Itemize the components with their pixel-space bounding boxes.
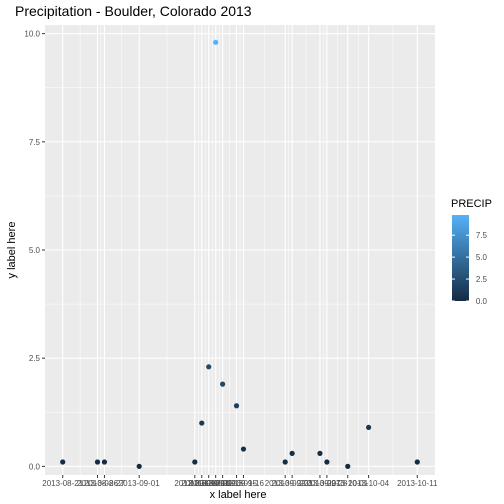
- data-point: [282, 459, 288, 465]
- data-point: [324, 459, 330, 465]
- chart-title: Precipitation - Boulder, Colorado 2013: [15, 3, 252, 19]
- data-point: [60, 459, 66, 465]
- x-tick-label: 2013-09-16: [223, 479, 264, 488]
- y-tick-label: 10.0: [24, 30, 40, 39]
- data-point: [345, 463, 351, 469]
- legend-title: PRECIP: [451, 198, 492, 210]
- x-tick-label: 2013-08-21: [42, 479, 83, 488]
- x-tick-label: 2013-09-11: [189, 479, 230, 488]
- y-axis-title: y label here: [6, 222, 18, 279]
- legend-ticks: 0.0 2.5 5.0 7.5: [452, 231, 488, 306]
- x-tick-label: 2013-10-11: [397, 479, 438, 488]
- data-point: [220, 381, 226, 387]
- color-legend: PRECIP 0.0 2.5 5.0 7.5: [451, 198, 492, 306]
- x-tick-label: 2013-09-28: [306, 479, 347, 488]
- data-point: [289, 450, 295, 456]
- legend-tick-label: 5.0: [476, 253, 488, 262]
- x-axis-ticks: 2013-08-212013-08-262013-08-272013-09-01…: [42, 475, 438, 488]
- data-point: [94, 459, 101, 465]
- x-tick-label: 2013-09-12: [195, 479, 236, 488]
- data-point: [240, 446, 247, 452]
- data-point: [213, 39, 219, 45]
- x-tick-label: 2013-09-23: [272, 479, 313, 488]
- data-point: [233, 403, 240, 409]
- y-tick-label: 2.5: [29, 354, 41, 363]
- data-point: [199, 420, 205, 426]
- y-tick-label: 0.0: [29, 462, 41, 471]
- legend-colorbar: [452, 215, 469, 301]
- x-tick-label: 2013-10-01: [327, 479, 368, 488]
- x-tick-label: 2013-08-26: [77, 479, 118, 488]
- x-tick-label: 2013-10-04: [348, 479, 389, 488]
- legend-tick-label: 0.0: [476, 297, 488, 306]
- x-tick-label: 2013-09-13: [202, 479, 243, 488]
- x-tick-label: 2013-09-10: [181, 479, 222, 488]
- x-tick-label: 2013-09-01: [119, 479, 160, 488]
- data-point: [206, 364, 212, 370]
- data-point: [192, 459, 198, 465]
- x-axis-title: x label here: [210, 489, 267, 501]
- x-tick-label: 2013-08-27: [84, 479, 125, 488]
- major-gridlines: [45, 25, 435, 475]
- data-points: [60, 39, 420, 469]
- data-point: [414, 459, 420, 465]
- x-tick-label: 2013-09-27: [299, 479, 340, 488]
- data-point: [101, 459, 108, 465]
- x-tick-label: 2013-09-22: [265, 479, 306, 488]
- y-tick-label: 7.5: [29, 138, 41, 147]
- y-tick-label: 5.0: [29, 246, 41, 255]
- y-axis-ticks: 0.0 2.5 5.0 7.5 10.0: [24, 30, 45, 471]
- data-point: [136, 463, 142, 469]
- x-tick-label: 2013-09-09: [174, 479, 215, 488]
- legend-tick-label: 2.5: [476, 275, 488, 284]
- x-tick-label: 2013-09-15: [216, 479, 257, 488]
- legend-tick-label: 7.5: [476, 231, 488, 240]
- data-point: [366, 424, 372, 431]
- data-point: [317, 450, 323, 456]
